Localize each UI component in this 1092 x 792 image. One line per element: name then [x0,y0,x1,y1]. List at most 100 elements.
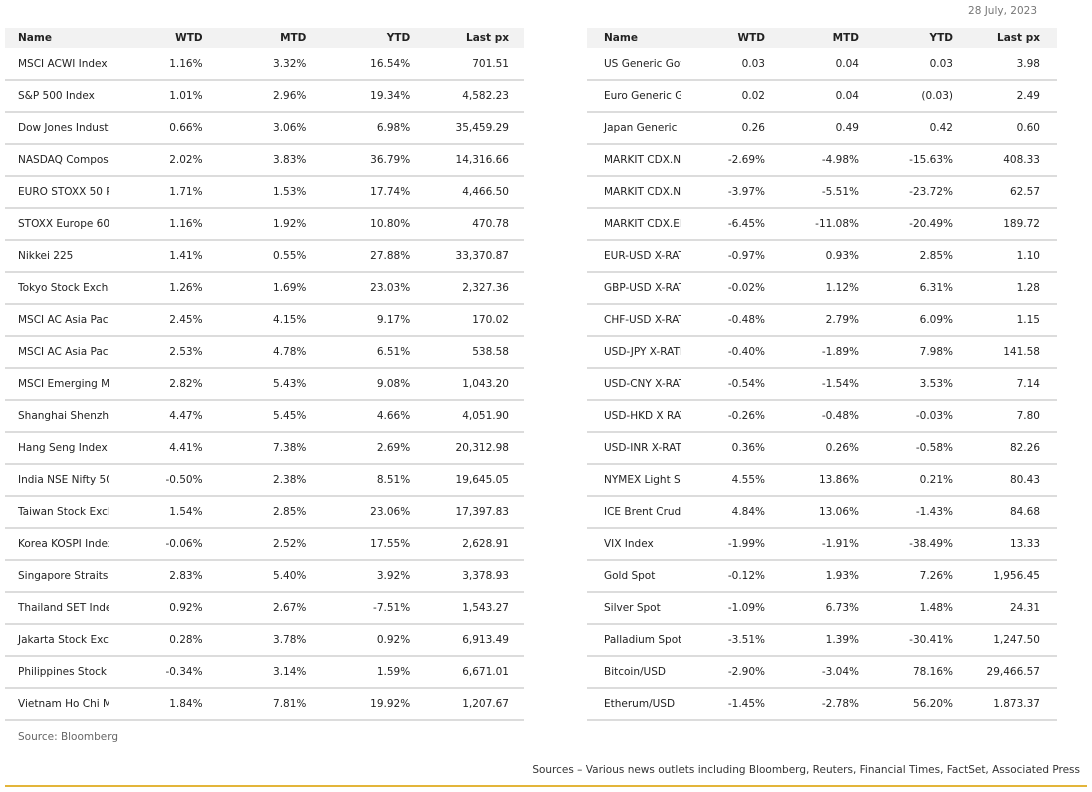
cell-value: 78.16% [869,656,963,689]
cell-value: 16.54% [316,48,421,81]
table-row: USD-JPY X-RATE -0.40% -1.89% 7.98% 141.58 [587,336,1057,369]
cell-value: 5.45% [212,400,317,433]
cell-value: -0.02% [681,272,775,305]
table-header: Name WTD MTD YTD Last px [587,28,1057,48]
cell-value: 3.83% [212,144,317,177]
cell-value: -0.34% [108,656,213,689]
row-name: Nikkei 225 [5,240,109,273]
cell-value: 27.88% [316,240,421,273]
cell-value: 10.80% [316,208,421,241]
cell-value: 7.38% [212,432,317,465]
cell-value: 0.93% [775,240,869,273]
cell-value: 4.47% [108,400,213,433]
cell-value: -4.98% [775,144,869,177]
cell-value: 2.85% [869,240,963,273]
cell-value: 2.67% [212,592,317,625]
row-name: CHF-USD X-RATE [587,304,681,337]
cell-value: -2.90% [681,656,775,689]
cell-value: 3.53% [869,368,963,401]
row-name: US Generic Govt 10 Year Yield [587,48,681,81]
table-row: Vietnam Ho Chi Minh Stock Index / VN-Ind… [5,688,524,721]
row-name: India NSE Nifty 50 Index [5,464,109,497]
cell-value: 1,207.67 [420,688,524,721]
cell-value: 2.85% [212,496,317,529]
cell-value: 189.72 [963,208,1057,241]
cell-value: 0.42 [869,112,963,145]
row-name: GBP-USD X-RATE [587,272,681,305]
row-name: Jakarta Stock Exchange Composite Index [5,624,109,657]
table-row: Tokyo Stock Exchange Tokyo Price Index T… [5,272,524,305]
table-row: USD-INR X-RATE 0.36% 0.26% -0.58% 82.26 [587,432,1057,465]
table-row: NYMEX Light Sweet Crude Oil4.55%13.86%0.… [587,464,1057,497]
cell-value: 0.60 [963,112,1057,145]
table-row: VIX Index -1.99% -1.91% -38.49% 13.33 [587,528,1057,561]
table-row: Silver Spot -1.09% 6.73% 1.48% 24.31 [587,592,1057,625]
row-name: Euro Generic Govt Bond 10 Year [587,80,681,113]
row-name: USD-JPY X-RATE [587,336,681,369]
row-name: USD-HKD X RATE [587,400,681,433]
row-name: Philippines Stock Exchange PSEI Index [5,656,109,689]
table-row: Taiwan Stock Exchange Index1.54%2.85%23.… [5,496,524,529]
column-header: Last px [420,28,524,48]
source-note: Source: Bloomberg [18,731,119,743]
cell-value: 1.10 [963,240,1057,273]
column-header: WTD [681,28,775,48]
row-name: NASDAQ Composite Index [5,144,109,177]
cell-value: -1.99% [681,528,775,561]
cell-value: 1.59% [316,656,421,689]
table-row: CHF-USD X-RATE-0.48%2.79%6.09%1.15 [587,304,1057,337]
row-name: Hang Seng Index [5,432,109,465]
cell-value: 17.74% [316,176,421,209]
row-name: MARKIT CDX.NA.HY.32 06/24 [587,144,681,177]
row-name: Dow Jones Industrial Average [5,112,109,145]
cell-value: 6.98% [316,112,421,145]
cell-value: -5.51% [775,176,869,209]
table-body: US Generic Govt 10 Year Yield0.030.040.0… [587,48,1057,721]
cell-value: -38.49% [869,528,963,561]
row-name: EUR-USD X-RATE [587,240,681,273]
cell-value: 7.26% [869,560,963,593]
cell-value: 3.14% [212,656,317,689]
cell-value: 62.57 [963,176,1057,209]
table-header: Name WTD MTD YTD Last px [5,28,524,48]
cell-value: -1.43% [869,496,963,529]
table-row: STOXX Europe 600 Price Index EUR1.16%1.9… [5,208,524,241]
cell-value: 6,913.49 [420,624,524,657]
cell-value: -1.89% [775,336,869,369]
cell-value: 36.79% [316,144,421,177]
row-name: EURO STOXX 50 Price EUR [5,176,109,209]
cell-value: 0.26% [775,432,869,465]
table-row: Bitcoin/USD -2.90% -3.04% 78.16% 29,466.57 [587,656,1057,689]
cell-value: 23.06% [316,496,421,529]
table-row: Palladium Spot -3.51% 1.39% -30.41% 1,247.50 [587,624,1057,657]
column-header: WTD [108,28,213,48]
cell-value: 0.36% [681,432,775,465]
cell-value: 35,459.29 [420,112,524,145]
table-row: MARKIT CDX.EM.31 06/24-6.45%-11.08%-20.4… [587,208,1057,241]
left-table: Name WTD MTD YTD Last px MSCI ACWI Index 1.16%… [5,28,524,721]
cell-value: 2.45% [108,304,213,337]
cell-value: 19,645.05 [420,464,524,497]
cell-value: 0.92% [108,592,213,625]
table-row: MSCI Emerging Markets Index2.82%5.43%9.0… [5,368,524,401]
cell-value: 7.14 [963,368,1057,401]
table-row: Japan Generic Govt 10Y Yield0.260.490.42… [587,112,1057,145]
table-row: MARKIT CDX.NA.IG.32 06/24-3.97%-5.51%-23… [587,176,1057,209]
cell-value: 1.54% [108,496,213,529]
cell-value: -6.45% [681,208,775,241]
column-header: MTD [775,28,869,48]
row-name: STOXX Europe 600 Price Index EUR [5,208,109,241]
table-body: MSCI ACWI Index 1.16% 3.32% 16.54% 701.51 S&P… [5,48,524,721]
cell-value: 1,043.20 [420,368,524,401]
cell-value: 1.01% [108,80,213,113]
table-row: MSCI AC Asia Pacific Index2.45%4.15%9.17… [5,304,524,337]
cell-value: -2.78% [775,688,869,721]
cell-value: 538.58 [420,336,524,369]
row-name: USD-CNY X-RATE [587,368,681,401]
row-name: Taiwan Stock Exchange Index [5,496,109,529]
cell-value: -1.09% [681,592,775,625]
cell-value: 3.32% [212,48,317,81]
row-name: Thailand SET Index [5,592,109,625]
cell-value: 4.78% [212,336,317,369]
